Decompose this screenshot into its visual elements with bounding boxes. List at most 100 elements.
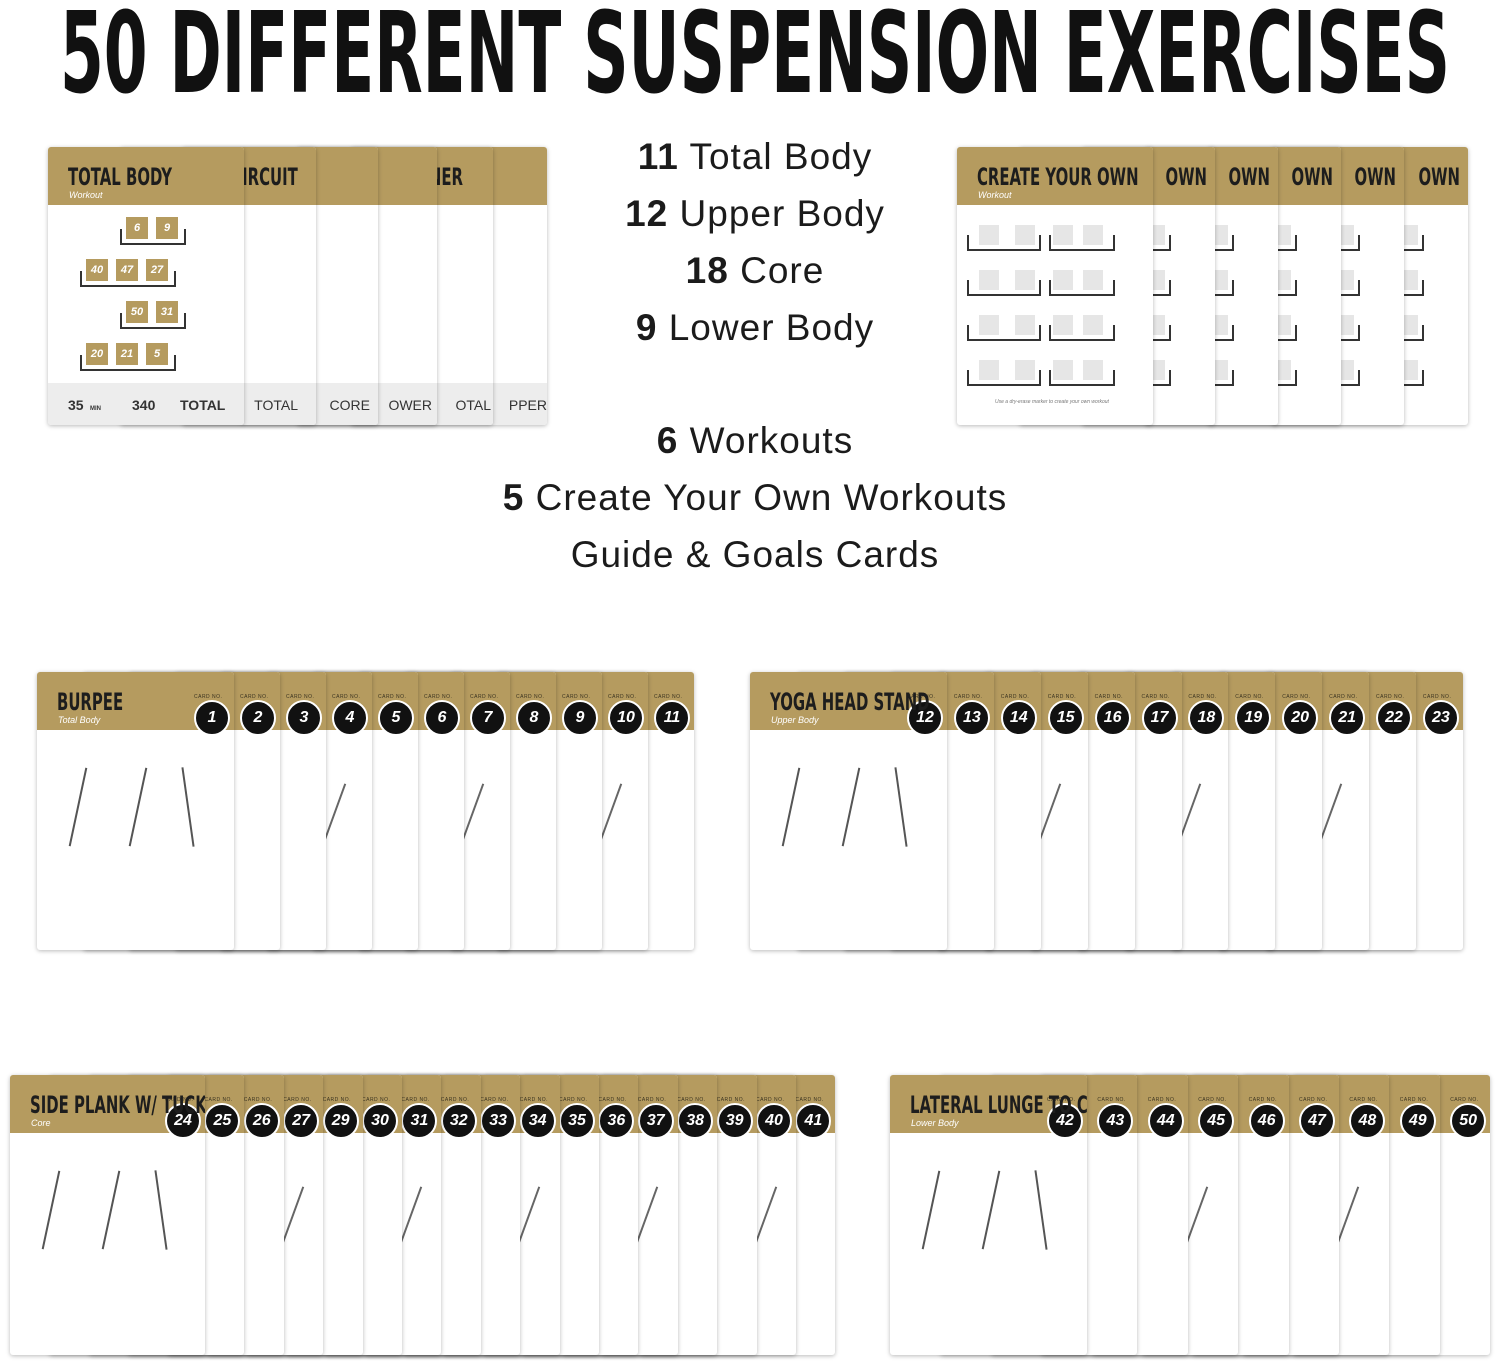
extra-line: 5 Create Your Own Workouts (355, 477, 1155, 519)
card-tab-text: OWN (1291, 163, 1333, 191)
count-line: 12 Upper Body (355, 193, 1155, 235)
placeholder (1053, 315, 1073, 335)
count-label: Core (740, 250, 825, 291)
card-header (957, 147, 1153, 205)
placeholder-bracket (1214, 235, 1234, 251)
card-number: 18 (1188, 700, 1225, 736)
strap (981, 1170, 1001, 1250)
card-number: 29 (322, 1103, 359, 1139)
card-footer-text: PPER (508, 397, 547, 413)
placeholder (1083, 315, 1103, 335)
strap (68, 767, 88, 847)
card-subtitle: Total Body (58, 715, 101, 725)
count-number: 12 (625, 193, 669, 234)
count-number: 18 (685, 250, 729, 291)
card-number: 1 (194, 700, 230, 736)
placeholder (1015, 360, 1035, 380)
card-number: 6 (424, 700, 460, 736)
strap (101, 1170, 121, 1250)
card-number-label: CARD NO. (1141, 694, 1170, 700)
card-subtitle: Workout (69, 190, 103, 200)
card-number: 47 (1299, 1103, 1335, 1139)
card-footer-text: TOTAL (254, 397, 298, 413)
tile: 27 (146, 259, 168, 281)
card-number: 26 (243, 1103, 280, 1139)
card-number-label: CARD NO. (286, 694, 315, 700)
card-number-label: CARD NO. (240, 694, 269, 700)
card-number: 4 (332, 700, 368, 736)
placeholder-bracket (1214, 325, 1234, 341)
card-number-label: CARD NO. (598, 1097, 627, 1103)
tile: 20 (86, 343, 108, 365)
tile: 47 (116, 259, 138, 281)
card-number: 19 (1235, 700, 1272, 736)
placeholder-bracket (1404, 370, 1424, 386)
strap (781, 767, 801, 847)
tile: 50 (126, 301, 148, 323)
placeholder-bracket (1277, 325, 1297, 341)
placeholder-bracket (1340, 280, 1360, 296)
card-number: 27 (283, 1103, 320, 1139)
extra-number: 5 (502, 477, 525, 518)
exercise-card: CARD NO. 1 BURPEE Total Body (37, 672, 234, 950)
card-number-label: CARD NO. (332, 694, 361, 700)
card-title: SIDE PLANK W/ TUCK (30, 1091, 205, 1119)
strap (399, 1186, 423, 1244)
placeholder (1083, 225, 1103, 245)
strap (1336, 1186, 1360, 1244)
card-tab-text: OWN (1354, 163, 1396, 191)
strap (154, 1170, 168, 1250)
placeholder-bracket (1151, 280, 1171, 296)
placeholder-bracket (1049, 280, 1115, 296)
card-number-label: CARD NO. (1047, 1097, 1076, 1103)
strap (841, 767, 861, 847)
card-number-label: CARD NO. (1094, 694, 1124, 700)
count-label: Lower Body (668, 307, 875, 348)
placeholder (1083, 360, 1103, 380)
card-number: 42 (1047, 1103, 1083, 1139)
card-number-label: CARD NO. (194, 694, 223, 700)
placeholder-bracket (1151, 370, 1171, 386)
placeholder-bracket (1404, 280, 1424, 296)
tile-bracket (120, 313, 186, 329)
card-title: CREATE YOUR OWN (977, 163, 1139, 191)
count-number: 11 (637, 136, 679, 177)
placeholder (1015, 225, 1035, 245)
card-number: 2 (240, 700, 276, 736)
strap (754, 1186, 777, 1244)
extra-number: 6 (656, 420, 679, 461)
card-number: 32 (440, 1103, 477, 1139)
card-number-label: CARD NO. (1198, 1097, 1227, 1103)
count-line: 18 Core (355, 250, 1155, 292)
extra-line: 6 Workouts (355, 420, 1155, 462)
card-number: 30 (362, 1103, 398, 1139)
card-number-label: CARD NO. (1329, 694, 1358, 700)
card-number-label: CARD NO. (1399, 1097, 1429, 1103)
card-number: 21 (1329, 700, 1366, 736)
card-number: 14 (1000, 700, 1037, 736)
card-number-label: CARD NO. (362, 1097, 391, 1103)
card-number-label: CARD NO. (1376, 694, 1405, 700)
placeholder (979, 270, 999, 290)
card-number: 24 (165, 1103, 201, 1139)
strap (599, 783, 623, 841)
strap (128, 767, 148, 847)
card-number-label: CARD NO. (378, 694, 407, 700)
card-tab-text: IRCUIT (242, 163, 298, 191)
count-number: 9 (635, 307, 658, 348)
card-number: 25 (204, 1103, 241, 1139)
card-number-label: CARD NO. (322, 1097, 352, 1103)
placeholder (1053, 360, 1073, 380)
placeholder-bracket (1151, 235, 1171, 251)
card-number-label: CARD NO. (519, 1097, 549, 1103)
card-number: 39 (716, 1103, 753, 1139)
tile: 40 (86, 259, 108, 281)
placeholder-bracket (1049, 235, 1115, 251)
card-number: 5 (378, 700, 414, 736)
card-title: TOTAL BODY (68, 163, 173, 191)
card-number: 35 (559, 1103, 595, 1139)
card-number-label: CARD NO. (1047, 694, 1077, 700)
placeholder (979, 225, 999, 245)
card-number-label: CARD NO. (654, 694, 683, 700)
